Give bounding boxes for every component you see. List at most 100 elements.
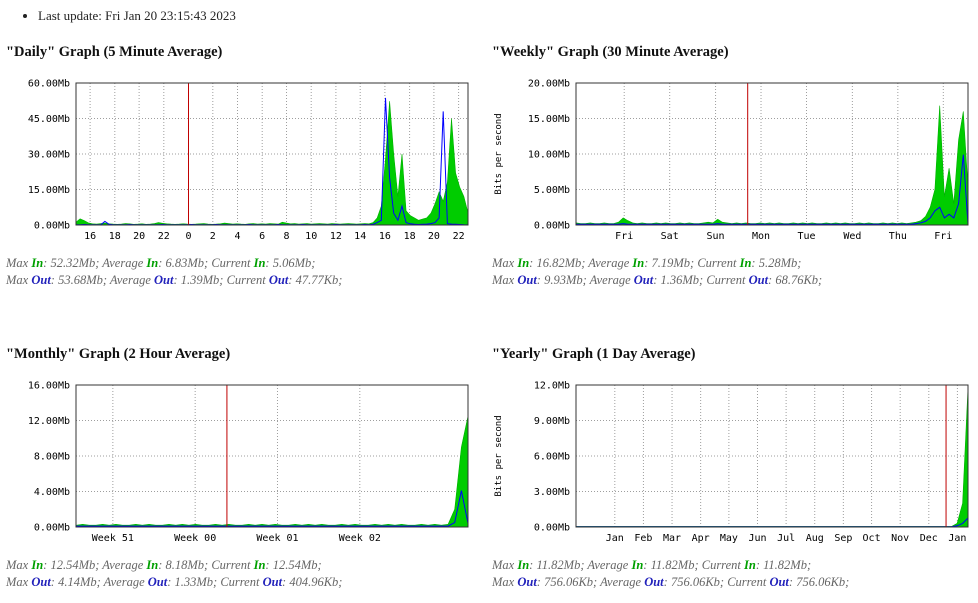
stats-line: Max Out: 4.14Mb; Average Out: 1.33Mb; Cu… [6,574,488,591]
stats-segment: In [31,256,44,270]
y-axis-label: Bits per second [494,415,504,496]
svg-text:Tue: Tue [797,231,815,242]
svg-text:4.00Mb: 4.00Mb [34,487,70,498]
stats-segment: : 11.82Mb; [755,557,812,572]
chart-section-daily: "Daily" Graph (5 Minute Average) 0.00Mb 1… [6,26,488,290]
out-traffic-line [576,154,969,225]
svg-text:12.00Mb: 12.00Mb [28,416,70,427]
stats-line: Max Out: 9.93Mb; Average Out: 1.36Mb; Cu… [492,272,978,289]
stats-segment: : 7.19Mb; Current [644,256,740,270]
svg-text:May: May [720,533,738,544]
stats-segment: Out [154,273,174,288]
stats-segment: Max [492,574,518,589]
svg-text:0.00Mb: 0.00Mb [534,522,570,533]
stats-segment: Max [492,557,518,572]
svg-text:15.00Mb: 15.00Mb [528,114,570,125]
stats-segment: : 11.82Mb; Current [643,557,744,572]
svg-text:Feb: Feb [634,533,652,544]
svg-text:0.00Mb: 0.00Mb [34,522,70,533]
weekly-graph-title: "Weekly" Graph (30 Minute Average) [492,44,729,60]
svg-text:Nov: Nov [891,533,909,544]
last-update-text: Last update: Fri Jan 20 23:15:43 2023 [38,8,978,24]
svg-text:8.00Mb: 8.00Mb [34,451,70,462]
svg-text:Sep: Sep [834,533,852,544]
svg-text:22: 22 [158,231,170,242]
page-header-list: Last update: Fri Jan 20 23:15:43 2023 [22,8,978,24]
svg-text:Week 01: Week 01 [256,533,298,544]
stats-segment: In [253,256,266,270]
stats-segment: In [631,557,644,572]
stats-line: Max In: 16.82Mb; Average In: 7.19Mb; Cur… [492,255,978,272]
svg-text:0.00Mb: 0.00Mb [34,221,70,232]
svg-text:Sat: Sat [661,231,679,242]
stats-segment: : 47.77Kb; [288,273,343,288]
stats-segment: : 756.06Kb; Current [663,574,770,589]
svg-text:Fri: Fri [934,231,952,242]
stats-segment: : 53.68Mb; Average [50,273,155,288]
daily-graph-title: "Daily" Graph (5 Minute Average) [6,44,223,60]
stats-segment: : 1.39Mb; Current [173,273,269,288]
stats-segment: Out [31,574,51,589]
stats-segment: : 5.28Mb; [751,256,802,270]
stats-segment: In [632,256,645,270]
svg-text:Apr: Apr [692,533,710,544]
svg-text:Fri: Fri [615,231,633,242]
stats-segment: : 12.54Mb; [265,557,322,572]
svg-text:Dec: Dec [920,533,938,544]
svg-text:20: 20 [428,231,440,242]
chart-section-weekly: "Weekly" Graph (30 Minute Average) 0.00M… [492,26,978,290]
daily-graph-stats: Max In: 52.32Mb; Average In: 6.83Mb; Cur… [6,255,488,290]
svg-text:16: 16 [84,231,96,242]
stats-segment: Max [6,574,32,589]
svg-text:Jan: Jan [606,533,624,544]
in-traffic-area [75,415,469,527]
svg-text:Jun: Jun [748,533,766,544]
y-axis-label: Bits per second [494,113,504,194]
chart-section-yearly: "Yearly" Graph (1 Day Average) 0.00Mb 3.0… [492,328,978,592]
svg-text:9.00Mb: 9.00Mb [534,416,570,427]
svg-text:45.00Mb: 45.00Mb [28,114,70,125]
stats-line: Max In: 52.32Mb; Average In: 6.83Mb; Cur… [6,255,488,272]
stats-segment: : 5.06Mb; [265,256,316,270]
stats-line: Max In: 11.82Mb; Average In: 11.82Mb; Cu… [492,557,978,574]
svg-text:Oct: Oct [863,533,881,544]
stats-segment: Out [268,273,289,288]
stats-segment: In [517,256,530,270]
stats-segment: In [743,557,756,572]
svg-text:3.00Mb: 3.00Mb [534,487,570,498]
svg-text:14: 14 [354,231,366,242]
stats-line: Max Out: 53.68Mb; Average Out: 1.39Mb; C… [6,272,488,289]
stats-segment: : 8.18Mb; Current [158,557,254,572]
stats-segment: : 16.82Mb; Average [529,256,633,270]
svg-text:Wed: Wed [843,231,861,242]
in-traffic-area [75,101,469,226]
svg-text:10: 10 [305,231,317,242]
graphs-grid: "Daily" Graph (5 Minute Average) 0.00Mb 1… [0,26,978,591]
svg-text:5.00Mb: 5.00Mb [534,185,570,196]
stats-segment: : 6.83Mb; Current [158,256,254,270]
stats-segment: Max [6,273,32,288]
stats-line: Max In: 12.54Mb; Average In: 8.18Mb; Cur… [6,557,488,574]
monthly-graph-stats: Max In: 12.54Mb; Average In: 8.18Mb; Cur… [6,557,488,592]
stats-segment: : 756.06Kb; [788,574,850,589]
stats-segment: Out [147,574,168,589]
stats-segment: : 68.76Kb; [768,273,823,288]
svg-text:Thu: Thu [889,231,907,242]
stats-segment: : 404.96Kb; [282,574,343,589]
monthly-traffic-graph: 0.00Mb 4.00Mb 8.00Mb 12.00Mb 16.00Mb Week 51 W… [28,380,469,544]
svg-text:18: 18 [109,231,121,242]
svg-text:10.00Mb: 10.00Mb [528,150,570,161]
svg-text:60.00Mb: 60.00Mb [28,79,70,90]
svg-text:6: 6 [259,231,265,242]
svg-text:16.00Mb: 16.00Mb [28,380,70,391]
weekly-traffic-graph: 0.00Mb 5.00Mb 10.00Mb 15.00Mb 20.00Mb Fri Sat S… [494,79,969,242]
yearly-graph-title: "Yearly" Graph (1 Day Average) [492,345,696,362]
stats-segment: : 52.32Mb; Average [43,256,147,270]
svg-text:12: 12 [330,231,342,242]
stats-line: Max Out: 756.06Kb; Average Out: 756.06Kb… [492,574,978,591]
svg-text:Mon: Mon [752,231,770,242]
stats-segment: Out [769,574,789,589]
stats-segment: Max [492,273,518,288]
stats-segment: Max [6,557,32,572]
